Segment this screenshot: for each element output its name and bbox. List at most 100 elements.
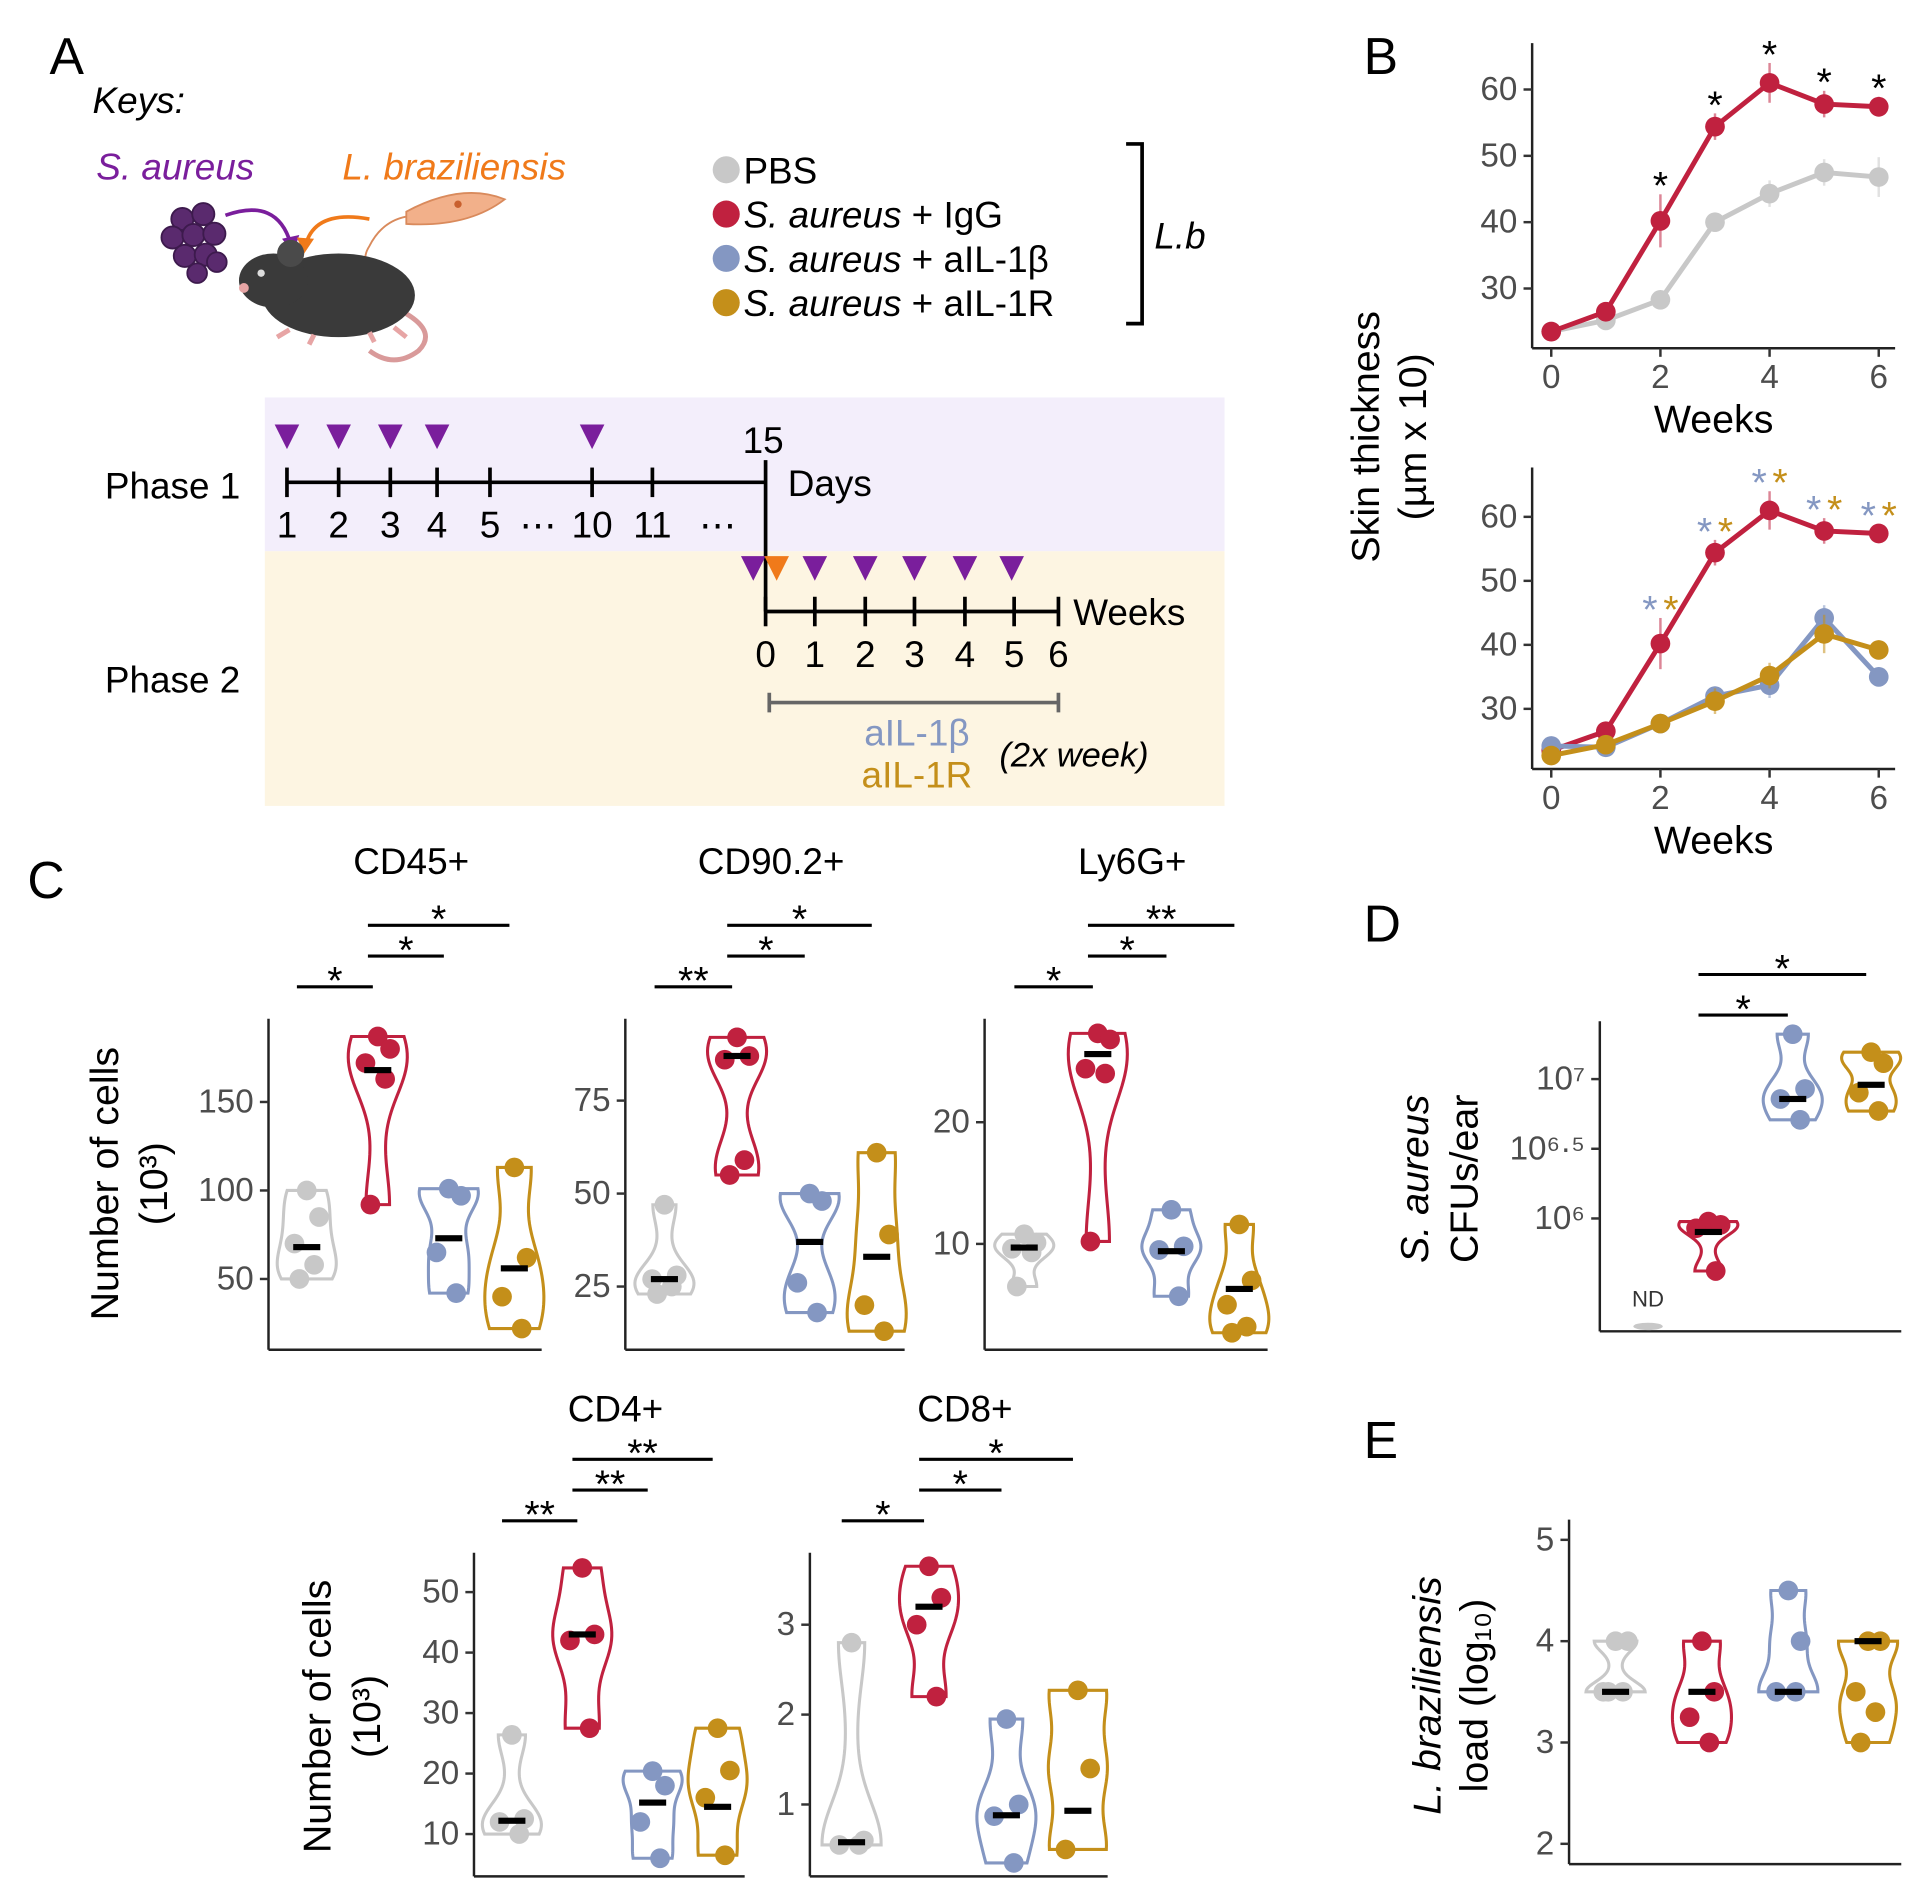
legend-bracket-label: L.b (1154, 216, 1205, 257)
violin (417, 1187, 480, 1295)
data-point (727, 1027, 747, 1048)
significance-label: * (1806, 488, 1821, 532)
legend-marker (712, 244, 740, 272)
timeline-tick-label: 5 (1004, 634, 1025, 675)
legend-label: S. aureus + IgG (743, 195, 1003, 236)
x-axis-label: Weeks (1654, 398, 1774, 442)
y-tick-label: 50 (1480, 137, 1517, 174)
median-bar (1688, 1688, 1716, 1695)
data-point (919, 1556, 939, 1577)
median-bar (704, 1803, 732, 1810)
x-tick-label: 2 (1651, 359, 1669, 396)
y-tick-label: 50 (574, 1175, 611, 1212)
data-point (1229, 1214, 1250, 1235)
data-point (367, 1026, 388, 1047)
data-point (426, 1242, 447, 1263)
significance-label: * (431, 898, 446, 942)
x-tick-label: 6 (1870, 780, 1888, 817)
y-tick-label: 30 (1480, 270, 1517, 307)
arrow-head (296, 237, 315, 254)
injection-arrow (952, 556, 978, 581)
legend-label-italic: S. aureus (743, 239, 901, 280)
significance-label: ** (627, 1432, 658, 1476)
median-bar (293, 1244, 321, 1251)
significance-label: * (758, 928, 773, 972)
data-point (304, 1254, 324, 1275)
nd-label: ND (1632, 1287, 1664, 1312)
data-point (1759, 73, 1780, 93)
injection-arrow (902, 556, 927, 581)
significance-label: * (398, 928, 413, 972)
significance-label: * (1697, 510, 1712, 554)
y-axis-label: S. aureus (1393, 1095, 1437, 1263)
median-bar (1774, 1688, 1802, 1695)
chart-title: CD4+ (568, 1388, 663, 1429)
median-bar (915, 1603, 943, 1610)
data-point (1759, 665, 1780, 686)
significance-label: ** (1146, 898, 1177, 942)
violin (275, 1188, 338, 1281)
timeline-tick-label: 5 (480, 505, 501, 546)
y-tick-label: 20 (933, 1104, 970, 1141)
violin (686, 1726, 749, 1857)
treatment-label: aIL-1β (864, 713, 969, 754)
data-point (1236, 1316, 1257, 1337)
timeline-tick-label: 2 (328, 505, 349, 546)
significance-label: * (1871, 67, 1886, 111)
violin (1757, 1588, 1820, 1694)
median-bar (364, 1067, 392, 1074)
median-bar (1857, 1081, 1885, 1088)
significance-label: * (953, 1462, 968, 1506)
arrow (224, 208, 293, 245)
injection-arrow (999, 556, 1024, 581)
injection-arrow (326, 424, 351, 450)
significance-label: * (1816, 61, 1831, 105)
x-tick-label: 6 (1870, 359, 1888, 396)
y-tick-label: 60 (1480, 498, 1517, 535)
median-bar (1010, 1244, 1038, 1251)
timeline-tick-label: ⋯ (699, 505, 736, 546)
significance-label: * (1775, 947, 1790, 991)
timeline-end-label: 15 (743, 420, 784, 461)
timeline-tick-label: 1 (805, 634, 826, 675)
panel-label: D (1364, 894, 1401, 952)
data-point (309, 1207, 329, 1227)
data-point (996, 1709, 1017, 1729)
data-point (655, 1775, 675, 1796)
data-point (511, 1318, 532, 1339)
median-bar (639, 1799, 667, 1806)
y-tick-label: 40 (1480, 626, 1517, 663)
phase-2-background (264, 551, 1225, 806)
injection-arrow (764, 556, 789, 581)
violin (820, 1641, 883, 1847)
legend-label: S. aureus + aIL-1β (743, 239, 1048, 280)
data-point (1868, 667, 1889, 687)
timeline-tick-label: ⋯ (520, 505, 557, 546)
median-bar (1854, 1638, 1882, 1645)
injection-arrow (740, 556, 766, 581)
legend-marker (712, 200, 740, 228)
data-point (715, 1845, 735, 1866)
timeline-tick-label: 10 (572, 505, 613, 546)
data-point (1618, 1631, 1638, 1652)
y-tick-label: 4 (1536, 1623, 1554, 1660)
significance-label: * (327, 959, 342, 1003)
data-point (516, 1247, 537, 1268)
data-point (1814, 94, 1835, 114)
data-point (707, 1718, 728, 1739)
data-point (1705, 542, 1725, 563)
violin (633, 1203, 696, 1296)
data-point (360, 1194, 381, 1215)
data-point (787, 1272, 808, 1293)
y-tick-label: 50 (217, 1260, 254, 1297)
timeline-tick-label: 2 (855, 634, 876, 675)
median-bar (435, 1235, 463, 1242)
timeline-tick-label: 4 (955, 634, 976, 675)
significance-label: * (1653, 164, 1668, 208)
injection-arrow (579, 424, 605, 450)
timeline-unit: Days (788, 463, 872, 504)
legend-label-text: PBS (743, 150, 817, 191)
median-bar (992, 1812, 1020, 1819)
median-bar (796, 1238, 824, 1245)
